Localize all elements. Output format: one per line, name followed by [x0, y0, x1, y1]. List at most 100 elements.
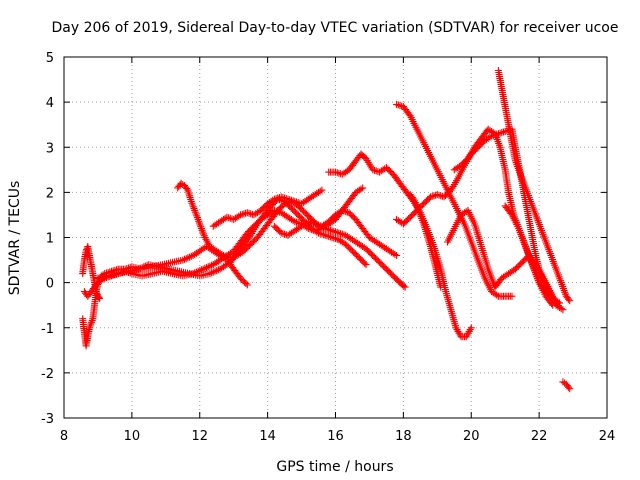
data-point [93, 289, 101, 297]
series-arc-f [209, 186, 326, 230]
data-point [335, 229, 343, 237]
data-point [559, 306, 567, 314]
data-point [235, 212, 243, 220]
y-tick-label: -3 [41, 412, 54, 427]
data-point [332, 235, 339, 243]
data-point [486, 133, 494, 141]
data-point [277, 229, 285, 237]
chart-title: Day 206 of 2019, Sidereal Day-to-day VTE… [52, 20, 619, 36]
y-tick-label: 0 [46, 277, 54, 292]
series-arc-k [494, 67, 574, 305]
data-point [308, 219, 316, 227]
data-point [328, 234, 336, 241]
data-point [340, 207, 348, 215]
data-point [407, 192, 415, 200]
x-tick-label: 10 [124, 429, 141, 444]
data-point [554, 298, 562, 306]
data-point [433, 191, 441, 199]
data-point [393, 252, 401, 259]
data-point [361, 259, 369, 267]
data-point [323, 232, 331, 240]
data-point [243, 281, 251, 289]
y-tick-label: 3 [46, 141, 54, 156]
data-point [413, 202, 421, 210]
data-point [333, 228, 341, 236]
x-tick-label: 8 [60, 429, 68, 444]
data-point [412, 200, 420, 208]
data-point [201, 264, 209, 272]
data-point [318, 230, 326, 238]
data-point [435, 191, 443, 199]
data-point [359, 184, 367, 192]
data-point [284, 195, 292, 203]
data-point [138, 264, 146, 272]
data-point [206, 262, 214, 270]
data-point [394, 101, 402, 109]
data-point [326, 233, 334, 241]
data-point [221, 252, 229, 260]
y-tick-label: 1 [46, 232, 54, 247]
data-point [135, 265, 143, 273]
data-point [438, 192, 446, 200]
data-point [508, 292, 516, 300]
data-point [430, 192, 438, 200]
data-point [330, 227, 338, 235]
data-point [140, 263, 148, 271]
series-arc-p [406, 191, 445, 291]
x-tick-label: 22 [531, 429, 548, 444]
data-point [242, 280, 250, 287]
data-point [401, 283, 409, 291]
x-tick-label: 18 [395, 429, 412, 444]
data-point [183, 185, 191, 193]
data-point [369, 166, 377, 174]
data-point [211, 267, 219, 275]
data-point [357, 185, 365, 193]
data-point [325, 226, 333, 234]
data-point [493, 291, 501, 299]
data-point [186, 253, 194, 261]
series-arc-n [501, 202, 563, 307]
data-point [291, 218, 299, 226]
data-point [179, 256, 187, 264]
data-point [223, 213, 231, 221]
y-tick-label: 2 [46, 186, 54, 201]
data-point [206, 270, 214, 278]
data-point [286, 196, 294, 204]
data-point [218, 250, 226, 258]
data-point [333, 235, 341, 243]
series-arc-c [80, 184, 367, 300]
data-point [289, 217, 297, 225]
data-point [566, 385, 574, 393]
data-point [396, 102, 404, 109]
data-point [318, 186, 326, 194]
data-point [374, 168, 382, 175]
data-point [269, 196, 277, 204]
data-point [323, 225, 331, 233]
data-point [501, 128, 509, 135]
data-point [296, 199, 304, 207]
data-point [181, 255, 188, 263]
plot-frame [63, 56, 608, 419]
data-point [136, 264, 144, 272]
series-arc-g [270, 206, 401, 259]
data-point [291, 197, 299, 205]
data-point [316, 187, 324, 195]
data-point [333, 169, 341, 177]
series-arc-i [393, 100, 516, 300]
x-tick-label: 24 [599, 429, 616, 444]
data-point [406, 191, 414, 199]
data-point [557, 305, 565, 313]
data-point [238, 210, 246, 218]
data-point [272, 195, 280, 203]
data-point [321, 231, 329, 239]
series-arc-m [444, 206, 567, 314]
data-point [338, 230, 346, 238]
data-point [289, 197, 297, 205]
y-axis-label: SDTVAR / TECUs [7, 181, 23, 296]
data-point [182, 255, 190, 263]
data-point [328, 227, 336, 235]
data-point [467, 324, 475, 332]
y-tick-label: -1 [41, 322, 54, 337]
data-point [313, 228, 321, 236]
